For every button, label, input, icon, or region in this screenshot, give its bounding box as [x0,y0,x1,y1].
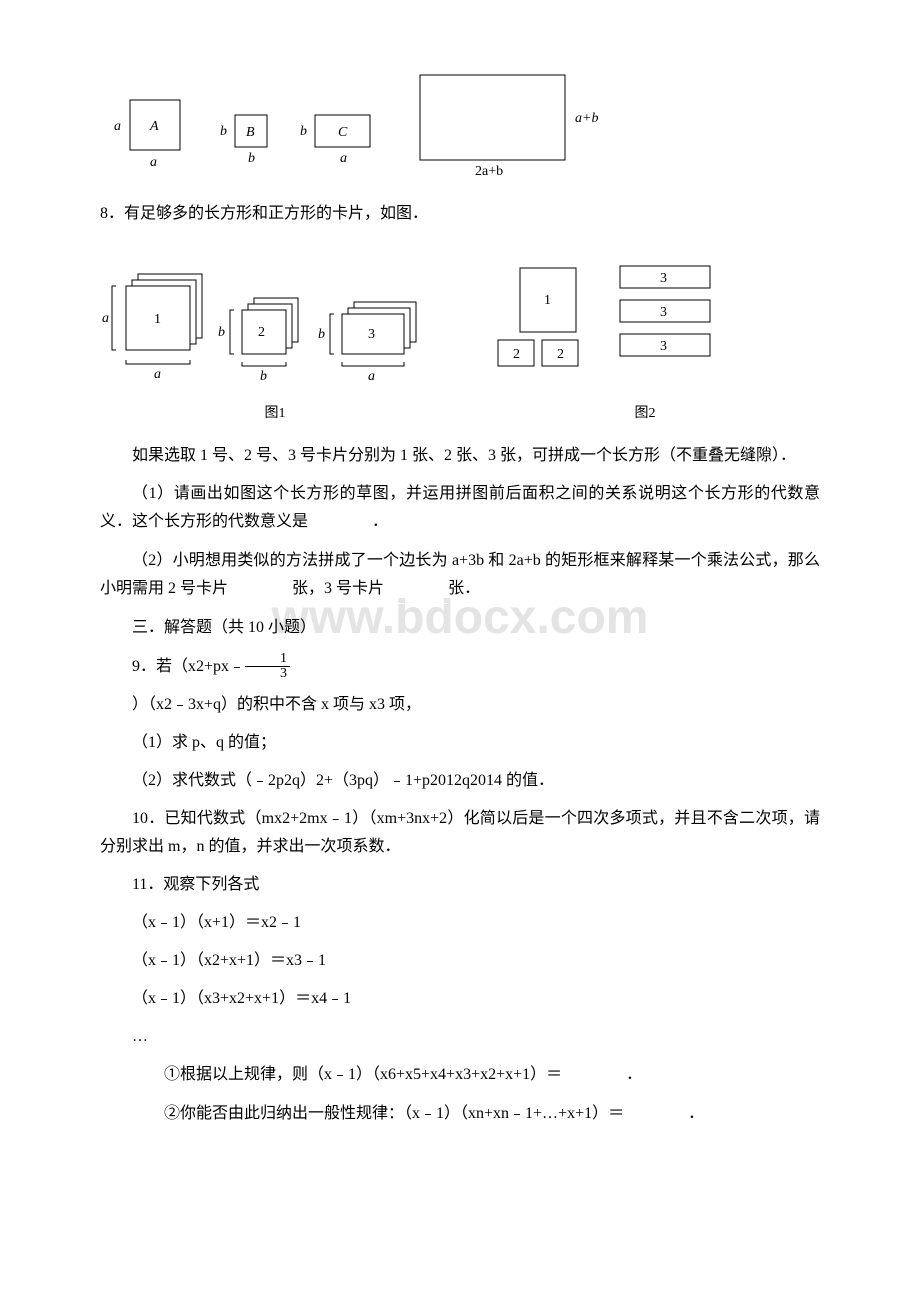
svg-text:3: 3 [368,327,375,342]
svg-text:a: a [154,367,161,382]
section-3-title: 三．解答题（共 10 小题） [100,614,820,642]
q8-p3: （2）小明想用类似的方法拼成了一个边长为 a+3b 和 2a+b 的矩形框来解释… [100,547,820,604]
svg-text:a: a [102,311,109,326]
caption-fig1: 图1 [190,402,360,422]
svg-text:b: b [218,325,225,340]
label-aplusb: a+b [575,111,598,126]
q11-q1a: ①根据以上规律，则（x﹣1）（x6+x5+x4+x3+x2+x+1）＝ [132,1061,562,1089]
svg-text:a: a [368,369,375,384]
q9-p1: （1）求 p、q 的值； [100,729,820,757]
blank-5 [624,1100,688,1129]
label-c-bottom: a [340,151,347,166]
q11-q2a: ②你能否由此归纳出一般性规律：（x﹣1）（xn+xn﹣1+…+x+1）＝ [132,1100,624,1128]
figure-8-svg: 1 a a 2 b b 3 b a 1 2 2 3 [100,258,760,398]
q11-q1: ①根据以上规律，则（x﹣1）（x6+x5+x4+x3+x2+x+1）＝ ． [100,1061,820,1090]
q9-frac: 1 3 [245,652,290,681]
q11-q2b: ． [688,1105,704,1122]
q11-dots: … [100,1023,820,1051]
label-2aplusb: 2a+b [475,164,503,179]
q10: 10．已知代数式（mx2+2mx﹣1）（xm+3nx+2）化简以后是一个四次多项… [100,805,820,861]
q11-l3: （x﹣1）（x3+x2+x+1）＝x4﹣1 [100,985,820,1013]
q8-p3c: 张． [448,580,480,597]
q11-q2: ②你能否由此归纳出一般性规律：（x﹣1）（xn+xn﹣1+…+x+1）＝ ． [100,1100,820,1129]
q8-p3b: 张，3 号卡片 [292,580,384,597]
svg-text:1: 1 [544,293,551,308]
q8-title: 8．有足够多的长方形和正方形的卡片，如图． [100,200,820,228]
svg-text:3: 3 [660,305,667,320]
q9-line1: 9．若（x2+px﹣ 1 3 [100,652,820,681]
q8-p2b: ． [372,513,388,530]
figure-7: a A a b B b b C a a+b 2a+b [100,70,820,180]
q9-frac-den: 3 [245,667,290,681]
svg-text:3: 3 [660,339,667,354]
label-b-bottom: b [248,151,255,166]
label-C: C [338,125,348,140]
q11-l1: （x﹣1）（x+1）＝x2﹣1 [100,909,820,937]
q11-q1b: ． [626,1066,642,1083]
svg-text:b: b [260,369,267,384]
svg-text:2: 2 [557,347,564,362]
label-a-bottom: a [150,155,157,170]
q8-p2: （1）请画出如图这个长方形的草图，并运用拼图前后面积之间的关系说明这个长方形的代… [100,480,820,537]
caption-fig2: 图2 [560,402,730,422]
label-b-left1: b [220,124,227,139]
blank-1 [308,508,372,537]
figure-8: 1 a a 2 b b 3 b a 1 2 2 3 [100,258,820,422]
label-A: A [149,119,159,134]
label-B: B [246,125,255,140]
q11-l2: （x﹣1）（x2+x+1）＝x3﹣1 [100,947,820,975]
label-a-left: a [114,119,121,134]
q8-p2a: （1）请画出如图这个长方形的草图，并运用拼图前后面积之间的关系说明这个长方形的代… [100,485,820,530]
figure-7-svg: a A a b B b b C a a+b 2a+b [100,70,660,180]
q8-p1: 如果选取 1 号、2 号、3 号卡片分别为 1 张、2 张、3 张，可拼成一个长… [100,442,820,470]
svg-text:2: 2 [258,325,265,340]
q9-line1b: ）（x2﹣3x+q）的积中不含 x 项与 x3 项， [100,691,820,719]
blank-4 [562,1061,626,1090]
q11-title: 11．观察下列各式 [100,871,820,899]
label-b-left2: b [300,124,307,139]
blank-2 [228,575,292,604]
svg-text:1: 1 [154,312,161,327]
q9-frac-num: 1 [245,652,290,667]
svg-text:2: 2 [513,347,520,362]
q9-line1a: 9．若（x2+px﹣ [100,653,245,681]
svg-text:3: 3 [660,271,667,286]
q9-p2: （2）求代数式（﹣2p2q）2+（3pq）﹣1+p2012q2014 的值． [100,767,820,795]
blank-3 [384,575,448,604]
svg-text:b: b [318,327,325,342]
